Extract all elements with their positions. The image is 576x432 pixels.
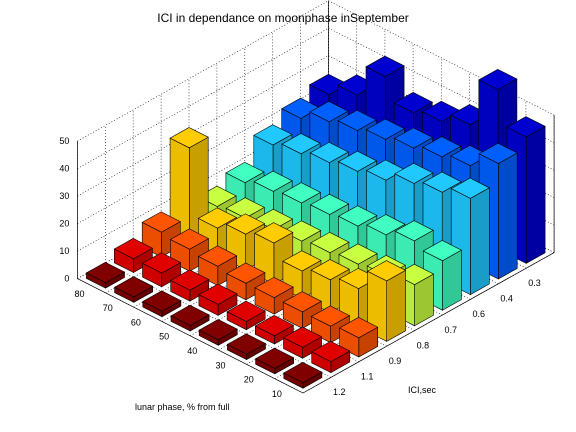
bar [170,269,210,302]
y-tick-label: 0.8 [417,340,430,350]
bar [450,177,490,296]
z-tick-label: 10 [59,246,69,256]
x-tick-label: 50 [159,332,169,342]
z-tick-label: 0 [64,274,69,284]
bar [113,276,154,303]
bar [169,228,210,272]
y-tick-label: 0.3 [528,278,541,288]
y-tick-label: 0.9 [389,356,402,366]
bar [282,291,322,329]
bar [338,317,379,358]
bar [226,333,267,361]
x-tick-label: 20 [244,375,254,385]
z-tick-label: 30 [59,191,69,201]
bar [142,290,182,318]
x-tick-label: 80 [74,289,84,299]
y-tick-label: 0.6 [472,309,485,319]
bar [85,261,126,289]
bar [170,304,210,332]
x-tick-label: 10 [272,389,282,399]
x-tick-label: 60 [131,317,141,327]
x-tick-label: 40 [187,346,197,356]
z-tick-label: 50 [59,136,69,146]
y-tick-label: 0.7 [445,325,458,335]
bar [283,362,323,389]
bars [85,55,546,389]
bar [198,283,238,316]
y-tick-label: 0.4 [500,294,513,304]
z-tick-label: 40 [59,164,69,174]
z-tick-label: 20 [59,219,69,229]
bar [198,319,238,346]
bar [254,347,295,375]
ticks: 0 10 20 30 40 50 80 70 60 50 40 30 20 10 1.2 1.1 0.9 0.8 0… [59,136,540,399]
bar [197,245,238,287]
bar [226,262,266,301]
x-tick-label: 30 [215,360,225,370]
y-tick-label: 1.1 [361,372,374,382]
x-axis-label: lunar phase, % from full [135,402,230,412]
y-axis-label: ICI,sec [408,385,437,395]
chart-title: ICI in dependance on moonphase inSeptemb… [157,11,409,25]
bar [226,300,266,331]
bar [366,260,407,342]
x-tick-label: 70 [103,303,113,313]
bar [141,252,182,288]
bar [311,340,351,374]
y-tick-label: 1.2 [333,387,346,397]
